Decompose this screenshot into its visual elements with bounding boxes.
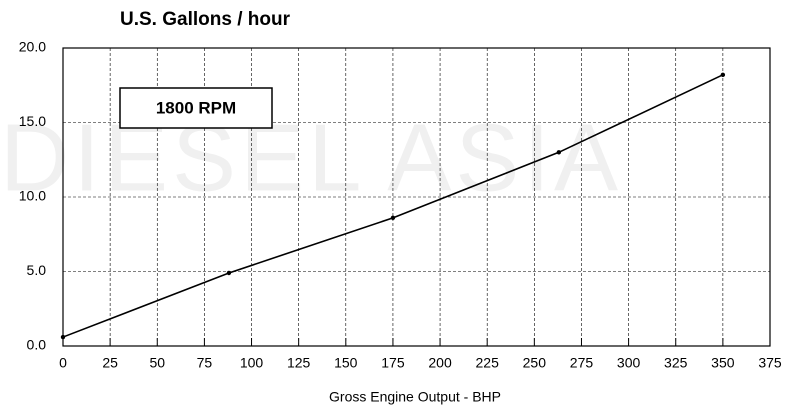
data-point: [720, 72, 726, 78]
x-tick-label: 275: [570, 355, 594, 371]
x-tick-label: 375: [758, 355, 782, 371]
x-tick-label: 300: [617, 355, 641, 371]
data-point: [226, 270, 232, 276]
x-tick-label: 250: [523, 355, 547, 371]
y-tick-label: 10.0: [19, 188, 46, 204]
x-tick-label: 75: [197, 355, 213, 371]
x-tick-label: 125: [287, 355, 311, 371]
y-tick-label: 5.0: [27, 262, 47, 278]
y-tick-label: 0.0: [27, 337, 47, 353]
x-tick-label: 225: [476, 355, 500, 371]
y-tick-label: 15.0: [19, 113, 46, 129]
chart-title: U.S. Gallons / hour: [120, 9, 291, 30]
x-tick-label: 50: [149, 355, 165, 371]
plot-frame: [62, 47, 771, 347]
x-tick-label: 0: [59, 355, 67, 371]
x-axis-label: Gross Engine Output - BHP: [329, 389, 501, 405]
annotation-box: [119, 87, 273, 129]
data-point: [390, 215, 396, 221]
x-tick-label: 25: [102, 355, 118, 371]
watermark: DIESEL ASIA: [0, 104, 622, 211]
x-tick-label: 350: [711, 355, 735, 371]
x-tick-label: 150: [334, 355, 358, 371]
x-tick-label: 200: [428, 355, 452, 371]
y-tick-label: 20.0: [19, 39, 46, 55]
annotation: 1800 RPM: [156, 98, 236, 117]
data-point: [60, 334, 66, 340]
x-tick-label: 325: [664, 355, 688, 371]
x-tick-label: 100: [240, 355, 264, 371]
x-tick-label: 175: [381, 355, 405, 371]
data-point: [556, 150, 562, 155]
